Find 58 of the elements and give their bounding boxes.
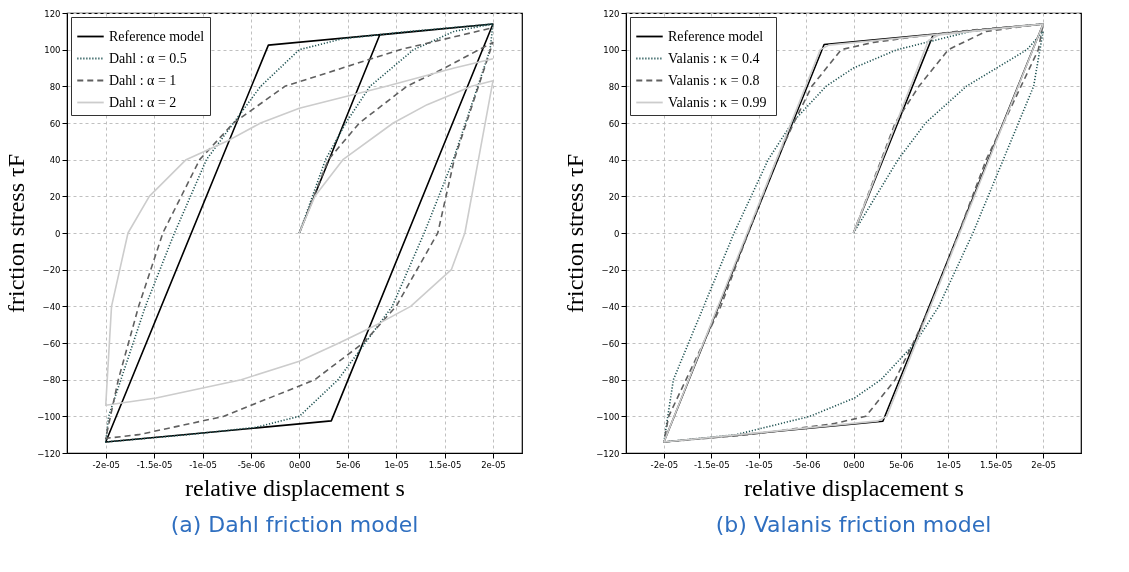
x-tick-label: -2e-05: [92, 459, 121, 470]
y-tick-label: −100: [596, 411, 620, 422]
y-tick-label: −80: [601, 375, 620, 386]
x-tick-label: -1.5e-05: [693, 459, 730, 470]
legend-label: Valanis : κ = 0.8: [668, 72, 760, 88]
y-tick-label: −40: [601, 301, 620, 312]
y-tick-label: 100: [44, 45, 61, 56]
legend-label: Reference model: [668, 28, 764, 44]
y-tick-label: −100: [37, 411, 61, 422]
text: (a) Dahl friction model: [170, 511, 419, 537]
legend-label: Reference model: [109, 28, 205, 44]
x-tick-label: 1.5e-05: [979, 459, 1013, 470]
y-tick-label: 40: [49, 155, 61, 166]
y-tick-label: 80: [49, 81, 61, 92]
text: (b) Valanis friction model: [715, 511, 992, 537]
y-axis-title: friction stress τF: [562, 154, 589, 313]
y-tick-label: −60: [42, 338, 61, 349]
y-tick-label: 120: [44, 8, 61, 19]
legend-label: Valanis : κ = 0.99: [668, 94, 767, 110]
x-tick-label: 0e00: [289, 459, 311, 470]
y-tick-label: −60: [601, 338, 620, 349]
legend-label: Dahl : α = 0.5: [109, 50, 187, 66]
y-tick-label: 120: [603, 8, 620, 19]
x-tick-label: 1e-05: [384, 459, 409, 470]
y-tick-label: 0: [55, 228, 61, 239]
x-tick-label: -1e-05: [189, 459, 217, 470]
y-tick-label: 20: [608, 191, 620, 202]
y-tick-label: −80: [42, 375, 61, 386]
y-tick-label: 60: [608, 118, 620, 129]
y-tick-label: 80: [608, 81, 620, 92]
y-tick-label: −40: [42, 301, 61, 312]
x-tick-label: 5e-06: [889, 459, 914, 470]
y-tick-label: 20: [49, 191, 61, 202]
y-axis-title: friction stress τF: [3, 154, 30, 313]
y-tick-label: 0: [614, 228, 620, 239]
y-tick-label: −20: [601, 265, 620, 276]
legend-label: Dahl : α = 1: [109, 72, 177, 88]
x-tick-label: -2e-05: [650, 459, 679, 470]
x-tick-label: -5e-06: [237, 459, 266, 470]
y-tick-label: 60: [49, 118, 61, 129]
x-tick-label: 2e-05: [1031, 459, 1056, 470]
x-tick-label: -1.5e-05: [136, 459, 173, 470]
y-tick-label: −20: [42, 265, 61, 276]
x-tick-label: 1e-05: [936, 459, 962, 470]
legend-label: Dahl : α = 2: [109, 94, 177, 110]
x-tick-label: 2e-05: [481, 459, 506, 470]
x-tick-label: -1e-05: [745, 459, 774, 470]
y-tick-label: 100: [603, 45, 620, 56]
y-tick-label: −120: [37, 448, 61, 459]
x-tick-label: -5e-06: [792, 459, 821, 470]
legend-label: Valanis : κ = 0.4: [668, 50, 760, 66]
y-tick-label: −120: [596, 448, 620, 459]
x-axis-title: relative displacement s: [185, 475, 405, 501]
x-tick-label: 5e-06: [335, 459, 361, 470]
x-axis-title: relative displacement s: [744, 475, 964, 501]
y-tick-label: 40: [608, 155, 620, 166]
x-tick-label: 1.5e-05: [428, 459, 462, 470]
x-tick-label: 0e00: [843, 459, 865, 470]
